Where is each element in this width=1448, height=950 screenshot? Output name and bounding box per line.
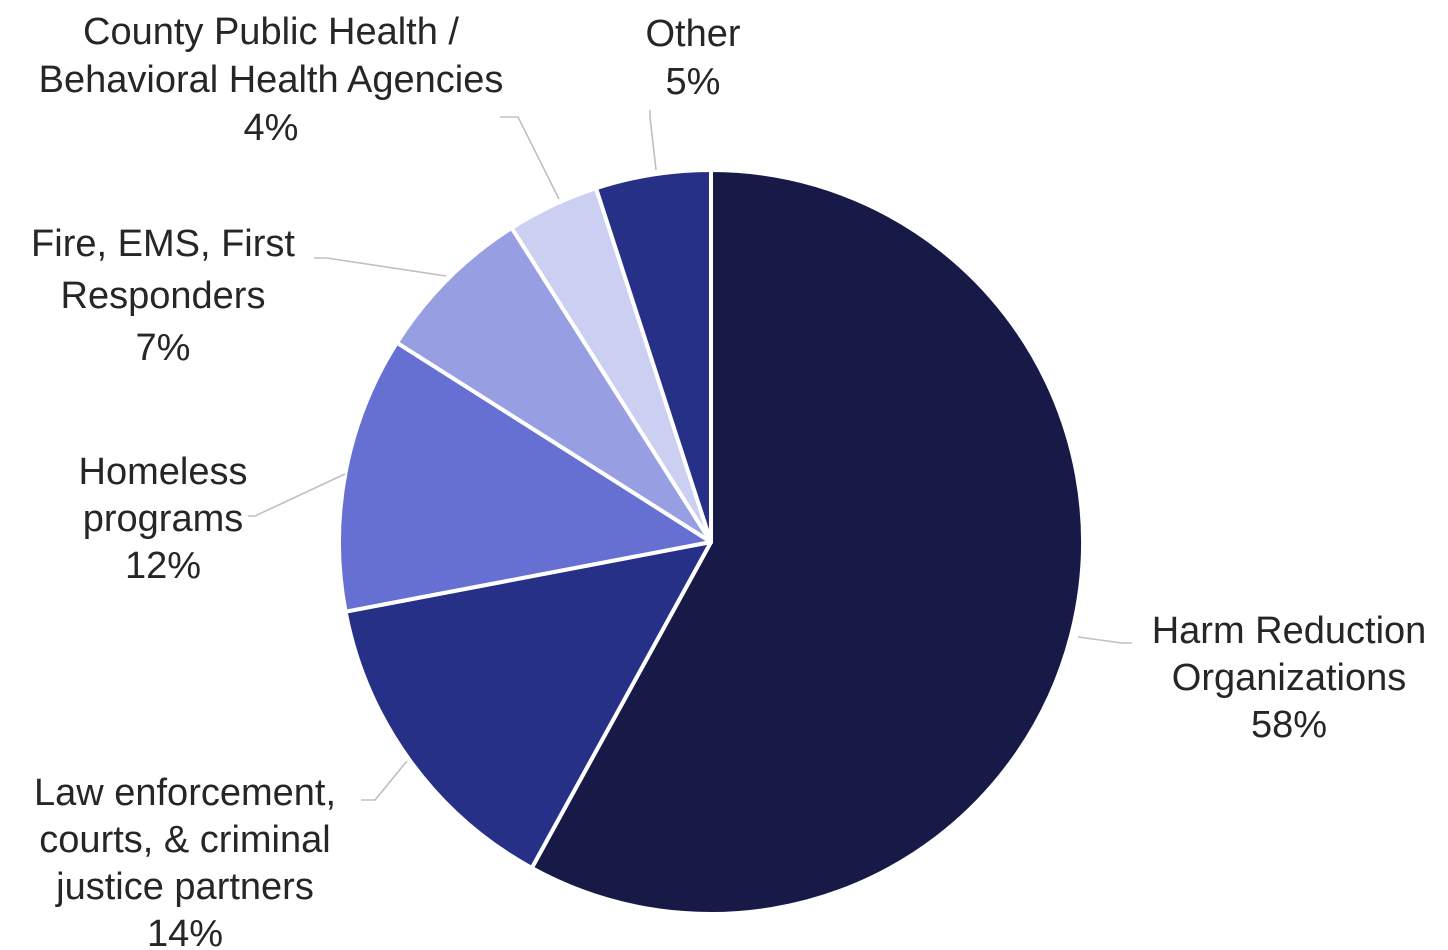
data-label-value: 4% (244, 107, 299, 149)
pie-slice (337, 340, 713, 614)
data-label-value: 7% (136, 327, 191, 369)
data-label-category: Responders (61, 275, 266, 317)
leader-line (248, 473, 346, 517)
data-label-value: 12% (125, 545, 201, 587)
leader-line (500, 116, 560, 200)
data-label-value: 14% (147, 913, 223, 950)
data-label-category: justice partners (55, 866, 314, 908)
pie-slice (394, 225, 713, 544)
data-label-value: 58% (1251, 704, 1327, 746)
data-label-category: Organizations (1172, 657, 1406, 699)
data-label-value: 5% (666, 61, 721, 103)
leader-line (649, 110, 657, 171)
data-label-category: Homeless (79, 451, 248, 493)
data-label: Law enforcement, courts, & criminal justic… (34, 772, 336, 950)
data-label-category: Behavioral Health Agencies (39, 59, 504, 101)
pie-slice (529, 168, 1085, 916)
data-label-category: Law enforcement, (34, 772, 336, 814)
data-label-category: County Public Health / (83, 11, 459, 53)
data-label-category: Other (645, 13, 740, 55)
data-label: Harm Reduction Organizations 58% (1152, 610, 1427, 746)
data-label-category: Fire, EMS, First (31, 223, 295, 265)
data-label-category: programs (83, 498, 244, 540)
leader-line (1077, 636, 1132, 644)
leader-line (361, 760, 408, 801)
data-label: Fire, EMS, First Responders 7% (31, 223, 295, 369)
pie-slice (343, 540, 713, 870)
data-label: Homeless programs 12% (79, 451, 248, 587)
data-label: County Public Health / Behavioral Health … (39, 11, 504, 149)
data-labels: Harm Reduction Organizations 58% Law enforc… (31, 11, 1426, 950)
data-label-category: Harm Reduction (1152, 610, 1427, 652)
pie-slice (594, 168, 713, 544)
pie-slices (337, 168, 1085, 916)
leader-line (314, 257, 447, 277)
data-label-category: courts, & criminal (39, 819, 330, 861)
leader-lines (248, 110, 1132, 801)
data-label: Other 5% (645, 13, 740, 103)
